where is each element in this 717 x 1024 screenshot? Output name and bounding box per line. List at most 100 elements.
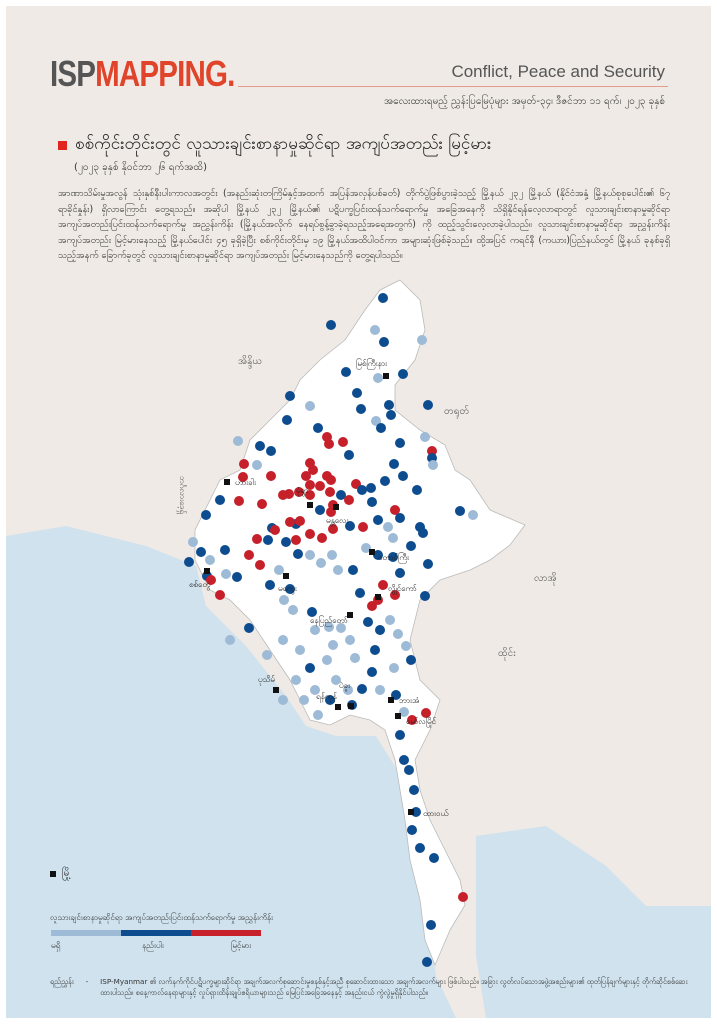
city-marker-icon	[204, 568, 210, 574]
township-dot-high	[358, 522, 368, 532]
legend-title: လူသားချင်းစာနာမှုဆိုင်ရာ အကျပ်အတည်းပြင်း…	[50, 913, 274, 922]
township-dot-high	[305, 480, 315, 490]
township-dot-none	[371, 416, 381, 426]
gulf-of-thailand	[476, 826, 711, 1018]
city-label: မုံရွာ	[296, 486, 308, 497]
township-dot-low	[409, 785, 419, 795]
township-dot-none	[343, 685, 353, 695]
township-dot-low	[426, 920, 436, 930]
city-marker-icon	[388, 697, 394, 703]
label-bangladesh: ဘင်္ဂလားဒေ့ရှ်	[178, 476, 187, 514]
legend-city: မြို့	[50, 866, 71, 881]
township-dot-none	[262, 650, 272, 660]
city-label: မော်လမြိုင်	[406, 716, 436, 728]
township-dot-low	[315, 505, 325, 515]
township-dot-low	[255, 441, 265, 451]
township-dot-none	[316, 558, 326, 568]
township-dot-high	[315, 481, 325, 491]
city-label: ဟားခါး	[235, 477, 257, 487]
township-dot-low	[406, 655, 416, 665]
township-dot-none	[295, 645, 305, 655]
intro-paragraph: အာဏာသိမ်းမှုအလွန် သုံးနှစ်နီးပါးကာလအတွင်…	[58, 188, 670, 261]
township-dot-low	[363, 617, 373, 627]
township-dot-low	[220, 545, 230, 555]
township-dot-low	[348, 565, 358, 575]
township-dot-low	[380, 476, 390, 486]
city-marker-icon	[408, 809, 414, 815]
township-dot-low	[285, 584, 295, 594]
label-india: အိန္ဒိယ	[238, 356, 263, 367]
township-dot-high	[427, 446, 437, 456]
township-dot-low	[285, 391, 295, 401]
township-dot-high	[328, 524, 338, 534]
township-dot-none	[331, 675, 341, 685]
title-marker-icon	[58, 141, 67, 150]
township-dot-low	[389, 459, 399, 469]
myanmar-outline	[194, 279, 526, 967]
label-thailand: ထိုင်း	[498, 648, 516, 659]
township-dot-high	[317, 533, 327, 543]
township-dot-low	[357, 485, 367, 495]
city-marker-icon	[50, 870, 56, 877]
township-dot-high	[421, 708, 431, 718]
city-marker-icon	[375, 594, 381, 600]
city-marker-icon	[383, 373, 389, 379]
city-marker-icon	[395, 713, 401, 719]
township-dot-none	[401, 641, 411, 651]
township-dot-none	[324, 622, 334, 632]
township-dot-low	[415, 843, 425, 853]
township-dot-low	[395, 438, 405, 448]
township-dot-low	[356, 404, 366, 414]
city-label: ထားဝယ်	[423, 808, 448, 818]
township-dot-none	[345, 635, 355, 645]
township-dot-low	[418, 528, 428, 538]
township-dot-none	[388, 533, 398, 543]
township-dot-none	[385, 615, 395, 625]
township-dot-low	[215, 495, 225, 505]
township-dot-low	[404, 765, 414, 775]
page-subtitle: (၂၀၂၃ ခုနှစ် နိုဝင်ဘာ ၂၆ ရက်အထိ)	[74, 162, 207, 173]
township-dot-none	[279, 595, 289, 605]
township-dot-low	[341, 367, 351, 377]
township-dot-none	[361, 543, 371, 553]
city-label: ရန်ကုန်	[316, 691, 338, 703]
township-dot-low	[184, 557, 194, 567]
township-dot-low	[376, 423, 386, 433]
legend-label-low: နည်းပါး	[142, 941, 164, 950]
township-dot-none	[336, 623, 346, 633]
township-dot-low	[232, 572, 242, 582]
township-dot-none	[288, 605, 298, 615]
township-dot-none	[468, 510, 478, 520]
township-dot-low	[367, 497, 377, 507]
township-dot-none	[225, 635, 235, 645]
city-label: မြစ်ကြီးနား	[356, 358, 388, 370]
page-title: စစ်ကိုင်းတိုင်းတွင် လူသားချင်းစာနာမှုဆို…	[58, 133, 491, 158]
township-dot-high	[338, 437, 348, 447]
township-dot-low	[420, 591, 430, 601]
label-china: တရုတ်	[444, 406, 470, 417]
city-marker-icon	[224, 479, 230, 485]
township-dot-low	[429, 853, 439, 863]
source-dash: -	[85, 977, 89, 986]
legend-label-high: မြင့်မား	[231, 941, 252, 950]
township-dot-none	[328, 640, 338, 650]
township-dot-high	[308, 465, 318, 475]
township-dot-none	[393, 629, 403, 639]
township-dot-high	[285, 517, 295, 527]
township-dot-high	[266, 471, 276, 481]
legend-bar-high	[191, 930, 261, 936]
city-label: လွိုင်ကော်	[388, 583, 417, 595]
township-dot-low	[352, 388, 362, 398]
township-dot-high	[255, 560, 265, 570]
map-poster: မြစ်ကြီးနား မုံရွာ ဟားခါး မန္တလေး တောင်ကြီးစ…	[6, 6, 711, 1018]
township-dot-high	[291, 535, 301, 545]
township-dot-high	[238, 472, 248, 482]
township-dot-low	[265, 580, 275, 590]
township-dot-none	[350, 653, 360, 663]
township-dot-none	[291, 675, 301, 685]
township-dot-low	[326, 320, 336, 330]
city-marker-icon	[307, 502, 313, 508]
township-dot-none	[188, 537, 198, 547]
township-dot-high	[378, 580, 388, 590]
township-dot-low	[423, 559, 433, 569]
